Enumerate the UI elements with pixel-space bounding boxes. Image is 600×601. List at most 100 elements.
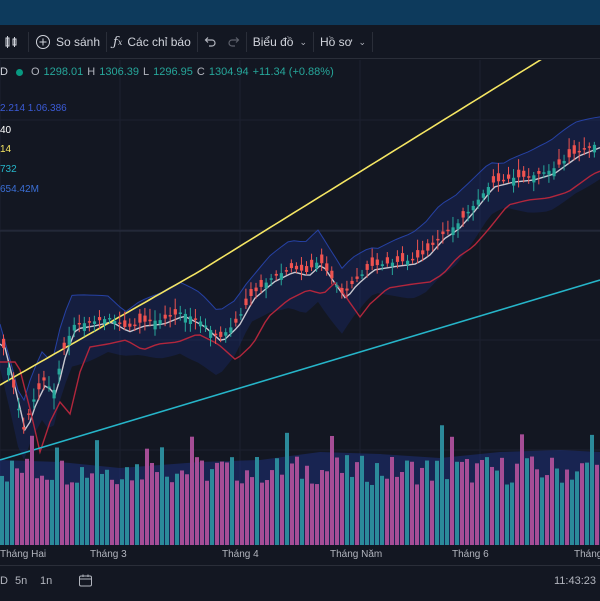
timeframe-1n[interactable]: 1n [40,575,53,587]
candle [360,274,364,276]
candle [451,227,455,236]
undo-button[interactable] [198,26,222,58]
candle [577,150,581,153]
volume-bar [335,457,339,545]
candle [204,325,208,328]
candle [411,258,415,261]
timeframe-partial[interactable]: D [0,575,8,587]
close-label: C [196,66,205,78]
candle [254,287,258,292]
toolbar-divider [28,32,29,52]
compare-button[interactable]: So sánh [29,26,106,58]
ma-long-legend-value: 732 [0,164,17,175]
volume-bar [380,475,384,545]
volume-bar [200,460,204,545]
go-to-date-button[interactable] [78,573,93,591]
candle [17,408,21,411]
candle [496,173,501,182]
candle [390,262,395,267]
volume-bar [595,464,599,545]
x-axis-label: Tháng 3 [90,549,127,560]
volume-bar [360,455,364,545]
volume-bar [140,479,144,545]
volume-bar [480,459,484,545]
volume-bar [405,460,409,545]
candle [299,264,304,271]
volume-bar [340,472,344,545]
volume-bar [410,461,414,545]
candle [431,242,435,245]
volume-bar [530,456,534,545]
candle [512,177,516,186]
volume-bar [395,476,399,545]
candle [128,323,132,327]
volume-bar [180,470,184,545]
volume-bar [430,480,434,545]
chevron-down-icon: ⌄ [299,36,307,47]
candle [310,259,314,268]
timeframe-5n[interactable]: 5n [15,575,28,587]
candle [481,193,485,198]
candle [320,254,324,264]
candle [582,148,586,150]
volume-bar [175,473,179,545]
volume-bar [280,474,284,545]
high-value: 1306.39 [99,66,139,78]
candle [7,367,11,376]
candle [335,285,339,288]
candle [234,318,238,323]
volume-bar [320,470,324,545]
volume-bar [155,472,159,545]
candle [32,399,36,402]
candle [193,318,198,320]
volume-bar [270,470,274,545]
ma-slow-line [0,60,542,386]
candle [12,379,16,388]
candle [72,324,76,331]
candle [244,298,248,306]
candle [587,146,591,148]
volume-bar [195,457,199,545]
candle [214,333,218,336]
volume-bar [0,475,4,545]
volume-bar [390,456,394,545]
volume-bar [75,482,79,545]
candle [426,243,430,251]
volume-bar [45,479,49,545]
volume-bar [310,483,314,545]
candle [350,280,354,285]
candle [103,319,107,324]
candle [507,174,511,179]
volume-bar [510,482,514,545]
bar-style-button[interactable] [0,26,28,58]
candle [133,324,137,327]
volume-bar [575,471,579,545]
profile-dropdown[interactable]: Hồ sơ ⌄ [314,26,372,58]
candle [173,309,177,315]
redo-button[interactable] [222,26,246,58]
candle [365,264,369,270]
volume-bar [185,474,189,545]
candle [97,317,102,321]
chart-type-dropdown[interactable]: Biểu đồ ⌄ [247,26,313,58]
candle [289,263,294,269]
symbol-fragment: D [0,66,8,78]
volume-bar [215,462,219,545]
candle [77,322,81,325]
volume-bar [50,479,54,545]
volume-bar [285,432,289,545]
candle [163,314,167,319]
volume-bar [440,425,444,545]
price-chart[interactable] [0,60,600,548]
volume-bar [540,477,544,545]
volume-bar [90,473,94,545]
volume-bar [70,482,74,545]
volume-bar [95,440,99,545]
candle [395,256,400,262]
volume-bar [235,480,239,545]
candle [27,413,31,415]
candle [562,160,566,164]
candle [456,223,460,229]
candle [557,159,561,165]
